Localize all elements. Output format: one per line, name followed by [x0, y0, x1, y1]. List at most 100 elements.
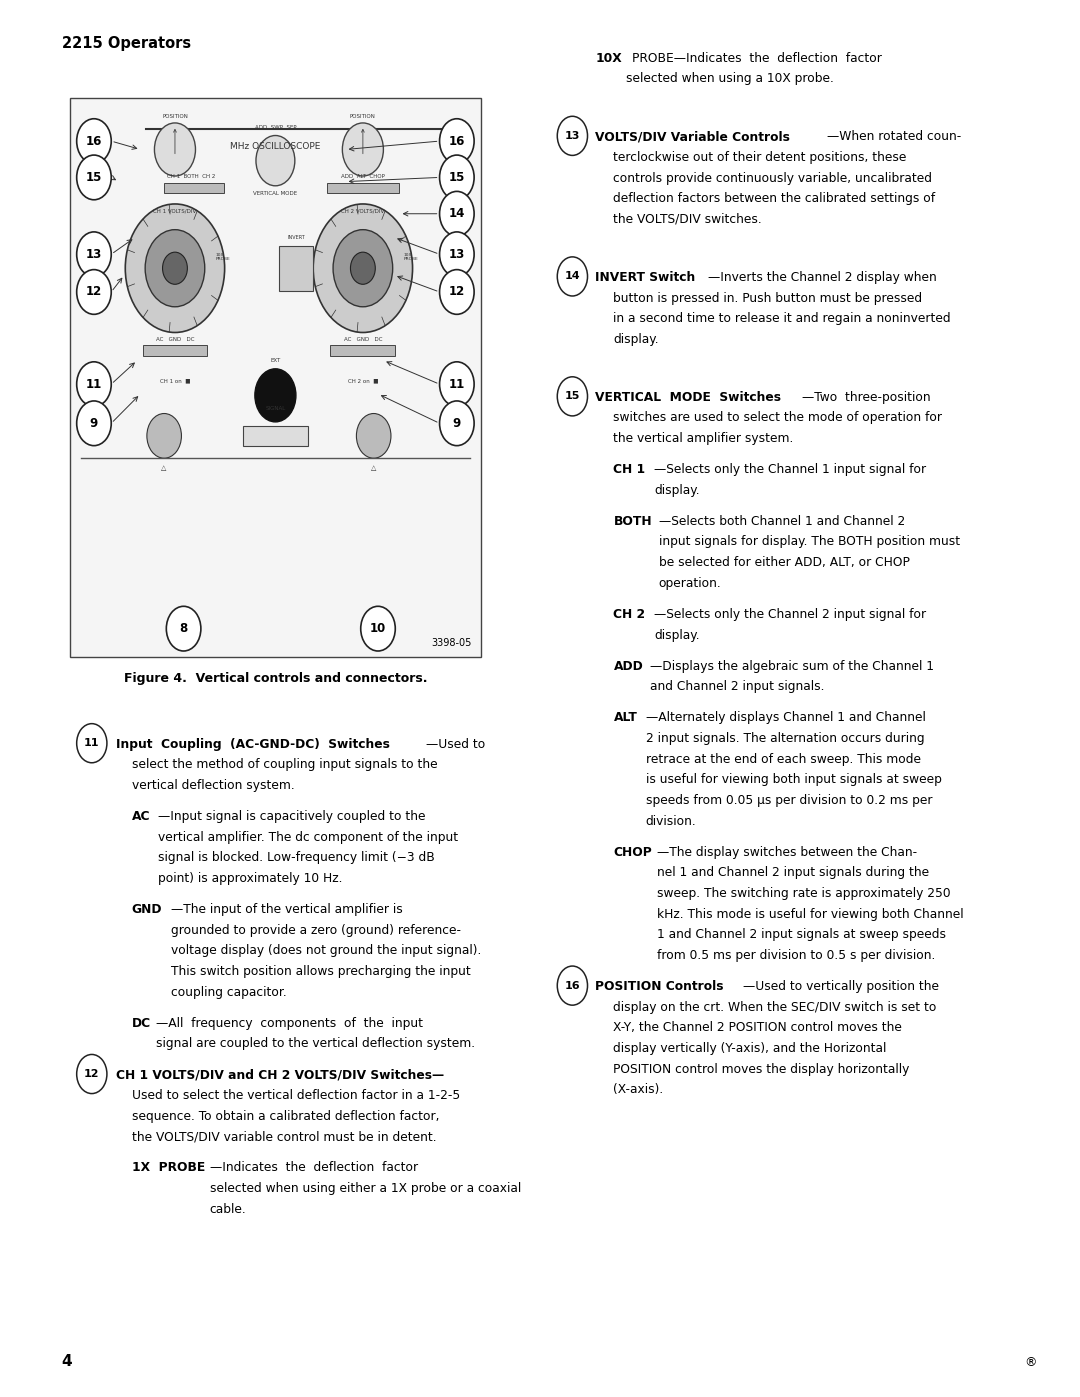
- Circle shape: [361, 606, 395, 651]
- Text: VERTICAL MODE: VERTICAL MODE: [254, 191, 297, 197]
- Text: VOLTS/DIV Variable Controls: VOLTS/DIV Variable Controls: [595, 130, 789, 144]
- Text: Used to select the vertical deflection factor in a 1-2-5: Used to select the vertical deflection f…: [132, 1090, 460, 1102]
- Text: 16: 16: [448, 134, 465, 148]
- Text: ALT: ALT: [613, 711, 637, 724]
- Circle shape: [77, 362, 111, 407]
- Circle shape: [147, 414, 181, 458]
- Text: signal is blocked. Low-frequency limit (−3 dB: signal is blocked. Low-frequency limit (…: [158, 851, 434, 865]
- Text: input signals for display. The BOTH position must: input signals for display. The BOTH posi…: [659, 535, 960, 549]
- Text: cable.: cable.: [210, 1203, 246, 1215]
- Text: switches are used to select the mode of operation for: switches are used to select the mode of …: [613, 412, 943, 425]
- Text: division.: division.: [646, 814, 697, 827]
- Text: GND: GND: [132, 902, 162, 916]
- Text: CH 1 on  ■: CH 1 on ■: [160, 379, 190, 384]
- Text: —Selects only the Channel 2 input signal for: —Selects only the Channel 2 input signal…: [654, 608, 927, 620]
- Bar: [279, 246, 313, 291]
- Text: operation.: operation.: [659, 577, 721, 590]
- Text: AC   GND   DC: AC GND DC: [156, 337, 194, 342]
- Text: 9: 9: [453, 416, 461, 430]
- Text: be selected for either ADD, ALT, or CHOP: be selected for either ADD, ALT, or CHOP: [659, 556, 909, 569]
- Text: POSITION: POSITION: [162, 113, 188, 119]
- Text: voltage display (does not ground the input signal).: voltage display (does not ground the inp…: [171, 944, 481, 957]
- Text: deflection factors between the calibrated settings of: deflection factors between the calibrate…: [613, 193, 935, 205]
- Text: AC   GND   DC: AC GND DC: [343, 337, 382, 342]
- Text: CH 1 VOLTS/DIV and CH 2 VOLTS/DIV Switches—: CH 1 VOLTS/DIV and CH 2 VOLTS/DIV Switch…: [116, 1069, 444, 1081]
- Text: Figure 4.  Vertical controls and connectors.: Figure 4. Vertical controls and connecto…: [123, 672, 428, 685]
- Text: 10: 10: [369, 622, 387, 636]
- Text: AC: AC: [132, 810, 150, 823]
- Text: in a second time to release it and regain a noninverted: in a second time to release it and regai…: [613, 312, 951, 326]
- Text: 12: 12: [84, 1069, 99, 1078]
- Text: POSITION: POSITION: [350, 113, 376, 119]
- Text: This switch position allows precharging the input: This switch position allows precharging …: [171, 965, 471, 978]
- Text: CH 2: CH 2: [613, 608, 646, 620]
- Text: 9: 9: [90, 416, 98, 430]
- Text: CH 2 on  ■: CH 2 on ■: [348, 379, 378, 384]
- Text: 3398-05: 3398-05: [432, 638, 472, 648]
- Text: 4: 4: [62, 1354, 72, 1369]
- Circle shape: [333, 229, 393, 307]
- Text: retrace at the end of each sweep. This mode: retrace at the end of each sweep. This m…: [646, 753, 921, 766]
- Text: 14: 14: [565, 271, 580, 281]
- Text: display vertically (Y-axis), and the Horizontal: display vertically (Y-axis), and the Hor…: [613, 1042, 887, 1055]
- Circle shape: [557, 967, 588, 1006]
- Circle shape: [154, 123, 195, 176]
- Text: 12: 12: [448, 285, 465, 299]
- Circle shape: [342, 123, 383, 176]
- Text: —Used to: —Used to: [426, 738, 485, 750]
- Text: 13: 13: [565, 131, 580, 141]
- Text: kHz. This mode is useful for viewing both Channel: kHz. This mode is useful for viewing bot…: [657, 908, 963, 921]
- Text: terclockwise out of their detent positions, these: terclockwise out of their detent positio…: [613, 151, 907, 163]
- Circle shape: [440, 401, 474, 446]
- Text: and Channel 2 input signals.: and Channel 2 input signals.: [650, 680, 825, 693]
- Circle shape: [166, 606, 201, 651]
- Text: 12: 12: [85, 285, 103, 299]
- Text: CH 2 VOLTS/DIV: CH 2 VOLTS/DIV: [341, 208, 384, 214]
- Circle shape: [145, 229, 205, 307]
- Text: —Alternately displays Channel 1 and Channel: —Alternately displays Channel 1 and Chan…: [646, 711, 926, 724]
- Circle shape: [77, 119, 111, 163]
- Text: 1 and Channel 2 input signals at sweep speeds: 1 and Channel 2 input signals at sweep s…: [657, 929, 946, 942]
- Circle shape: [356, 414, 391, 458]
- Text: 15: 15: [448, 170, 465, 184]
- Circle shape: [77, 232, 111, 277]
- Text: display.: display.: [654, 483, 700, 497]
- Text: INVERT Switch: INVERT Switch: [595, 271, 696, 284]
- Circle shape: [163, 251, 188, 284]
- Circle shape: [125, 204, 225, 332]
- Text: 8: 8: [179, 622, 188, 636]
- Text: vertical deflection system.: vertical deflection system.: [132, 780, 295, 792]
- Text: select the method of coupling input signals to the: select the method of coupling input sign…: [132, 759, 437, 771]
- Circle shape: [77, 724, 107, 763]
- Text: —Used to vertically position the: —Used to vertically position the: [743, 981, 939, 993]
- Text: selected when using a 10X probe.: selected when using a 10X probe.: [626, 73, 834, 85]
- Circle shape: [557, 377, 588, 416]
- Text: —Indicates  the  deflection  factor: —Indicates the deflection factor: [210, 1161, 418, 1175]
- Text: is useful for viewing both input signals at sweep: is useful for viewing both input signals…: [646, 774, 942, 787]
- Circle shape: [440, 155, 474, 200]
- Text: button is pressed in. Push button must be pressed: button is pressed in. Push button must b…: [613, 292, 922, 305]
- Text: 2215 Operators: 2215 Operators: [62, 36, 191, 52]
- Text: sweep. The switching rate is approximately 250: sweep. The switching rate is approximate…: [657, 887, 950, 900]
- Text: the VOLTS/DIV variable control must be in detent.: the VOLTS/DIV variable control must be i…: [132, 1130, 436, 1144]
- Text: —The display switches between the Chan-: —The display switches between the Chan-: [657, 845, 917, 859]
- Text: display.: display.: [654, 629, 700, 641]
- Text: from 0.5 ms per division to 0.5 s per division.: from 0.5 ms per division to 0.5 s per di…: [657, 949, 935, 963]
- Bar: [70, 98, 481, 657]
- Text: 16: 16: [565, 981, 580, 990]
- Text: point) is approximately 10 Hz.: point) is approximately 10 Hz.: [158, 872, 342, 886]
- Circle shape: [77, 401, 111, 446]
- Text: VERTICAL  MODE  Switches: VERTICAL MODE Switches: [595, 391, 781, 404]
- Circle shape: [557, 257, 588, 296]
- Circle shape: [440, 119, 474, 163]
- Bar: [243, 426, 308, 446]
- Bar: [143, 345, 207, 356]
- Bar: [164, 183, 224, 193]
- Text: sequence. To obtain a calibrated deflection factor,: sequence. To obtain a calibrated deflect…: [132, 1109, 440, 1123]
- Text: 15: 15: [85, 170, 103, 184]
- Text: —Displays the algebraic sum of the Channel 1: —Displays the algebraic sum of the Chann…: [650, 659, 934, 672]
- Text: —When rotated coun-: —When rotated coun-: [827, 130, 961, 144]
- Text: —Inverts the Channel 2 display when: —Inverts the Channel 2 display when: [708, 271, 937, 284]
- Text: CH 1: CH 1: [613, 464, 646, 476]
- Text: display.: display.: [613, 332, 659, 346]
